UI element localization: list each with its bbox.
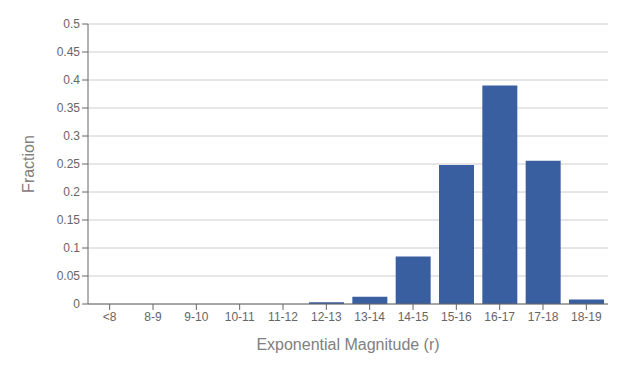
- svg-text:Fraction: Fraction: [20, 135, 37, 193]
- svg-text:0.05: 0.05: [57, 269, 81, 283]
- svg-text:0.3: 0.3: [63, 129, 80, 143]
- svg-text:9-10: 9-10: [184, 310, 208, 324]
- svg-text:0.25: 0.25: [57, 157, 81, 171]
- svg-text:0.4: 0.4: [63, 73, 80, 87]
- svg-text:13-14: 13-14: [354, 310, 385, 324]
- svg-text:12-13: 12-13: [311, 310, 342, 324]
- svg-text:0.35: 0.35: [57, 101, 81, 115]
- svg-text:15-16: 15-16: [441, 310, 472, 324]
- svg-text:16-17: 16-17: [484, 310, 515, 324]
- svg-text:8-9: 8-9: [144, 310, 162, 324]
- svg-text:0.1: 0.1: [63, 241, 80, 255]
- svg-text:14-15: 14-15: [398, 310, 429, 324]
- svg-text:Exponential Magnitude (r): Exponential Magnitude (r): [256, 336, 439, 353]
- svg-text:0.5: 0.5: [63, 17, 80, 31]
- svg-text:0.2: 0.2: [63, 185, 80, 199]
- svg-text:11-12: 11-12: [268, 310, 298, 324]
- svg-text:<8: <8: [103, 310, 117, 324]
- svg-text:10-11: 10-11: [225, 310, 255, 324]
- svg-text:0.45: 0.45: [57, 45, 81, 59]
- svg-text:0: 0: [73, 297, 80, 311]
- svg-text:0.15: 0.15: [57, 213, 81, 227]
- svg-text:17-18: 17-18: [528, 310, 559, 324]
- svg-text:18-19: 18-19: [571, 310, 602, 324]
